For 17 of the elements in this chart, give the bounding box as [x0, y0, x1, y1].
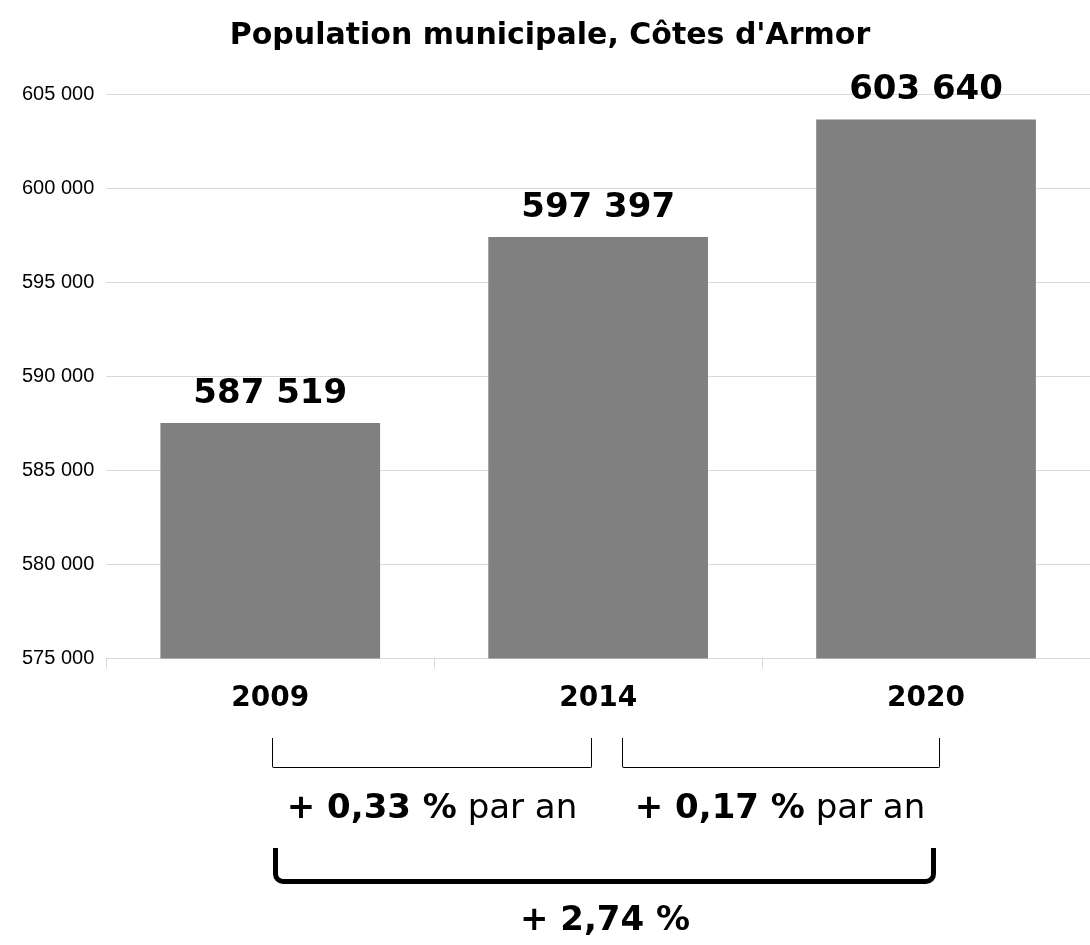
x-tick-label: 2009 [231, 680, 310, 714]
text: + 2,74 % [519, 898, 691, 938]
y-tick-label: 580 000 [22, 551, 95, 574]
data-label: 597 397 [521, 184, 676, 225]
x-tick-label: 2014 [559, 680, 638, 714]
x-tick-label: 2020 [887, 680, 966, 714]
text: + 0,17 % par an [634, 786, 926, 826]
y-tick-label: 575 000 [22, 645, 95, 668]
data-label: 603 640 [849, 67, 1003, 108]
text: + 0,33 % par an [286, 786, 578, 826]
y-tick-label: 600 000 [22, 175, 95, 198]
y-tick-label: 605 000 [22, 81, 95, 104]
chart-title: Population municipale, Côtes d'Armor [229, 15, 871, 51]
y-tick-label: 590 000 [22, 363, 95, 386]
y-tick-label: 595 000 [22, 269, 95, 292]
y-tick-label: 585 000 [22, 457, 95, 480]
data-label: 587 519 [193, 370, 348, 411]
